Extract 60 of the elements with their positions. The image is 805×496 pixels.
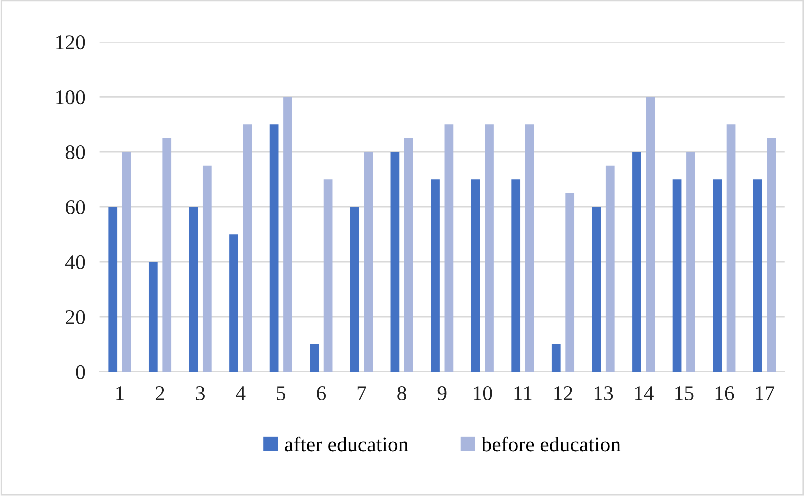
bar bbox=[122, 152, 132, 372]
x-tick-label: 2 bbox=[156, 386, 164, 400]
bar bbox=[230, 234, 238, 372]
x-tick-label: 14 bbox=[635, 386, 654, 400]
bar bbox=[606, 166, 615, 372]
bar bbox=[350, 207, 360, 372]
x-tick-label: 13 bbox=[594, 386, 614, 401]
bar bbox=[552, 344, 561, 372]
x-tick-label: 7 bbox=[358, 386, 366, 400]
bar bbox=[270, 124, 279, 372]
x-tick-label: 1 bbox=[116, 386, 124, 400]
bar bbox=[566, 193, 575, 372]
x-tick-label: 10 bbox=[474, 386, 492, 401]
bar bbox=[364, 152, 374, 372]
legend-label: before education bbox=[482, 436, 621, 452]
x-tick-label: 15 bbox=[676, 386, 694, 401]
y-tick-label: 0 bbox=[76, 365, 86, 380]
bar bbox=[592, 207, 602, 372]
bar bbox=[148, 262, 158, 372]
bar bbox=[686, 152, 696, 372]
x-tick-label: 3 bbox=[196, 386, 205, 401]
x-tick-label: 8 bbox=[398, 386, 406, 401]
y-tick-label: 60 bbox=[66, 200, 86, 215]
legend-label: after education bbox=[285, 436, 408, 452]
bar bbox=[162, 138, 172, 372]
x-tick-label: 6 bbox=[317, 386, 326, 401]
bar bbox=[108, 207, 118, 372]
bar bbox=[672, 180, 682, 372]
bar bbox=[202, 166, 212, 372]
x-tick-label: 5 bbox=[277, 386, 286, 401]
bar bbox=[632, 152, 642, 372]
y-tick-label: 100 bbox=[56, 90, 86, 105]
bar bbox=[324, 180, 333, 372]
bar bbox=[243, 124, 252, 372]
y-tick-label: 80 bbox=[66, 145, 86, 160]
x-tick-label: 12 bbox=[554, 386, 573, 400]
bar bbox=[284, 97, 292, 372]
bar bbox=[189, 207, 198, 372]
bar bbox=[525, 124, 534, 372]
bar bbox=[713, 180, 722, 372]
bar bbox=[485, 124, 494, 372]
x-tick-label: 16 bbox=[716, 386, 734, 401]
bar bbox=[726, 124, 736, 372]
x-tick-label: 11 bbox=[514, 386, 532, 400]
bar bbox=[431, 180, 440, 372]
bar bbox=[404, 138, 414, 372]
bar bbox=[390, 152, 400, 372]
bar bbox=[512, 180, 521, 372]
bar bbox=[753, 180, 762, 372]
bar bbox=[767, 138, 776, 372]
y-tick-label: 20 bbox=[66, 310, 86, 324]
bar bbox=[646, 97, 656, 372]
y-tick-label: 40 bbox=[66, 255, 86, 270]
x-tick-label: 17 bbox=[756, 386, 775, 400]
x-tick-label: 4 bbox=[236, 386, 246, 400]
y-tick-label: 120 bbox=[56, 36, 86, 50]
bar bbox=[310, 344, 320, 372]
bar bbox=[444, 124, 454, 372]
bar bbox=[471, 180, 480, 372]
x-tick-label: 9 bbox=[438, 386, 447, 401]
